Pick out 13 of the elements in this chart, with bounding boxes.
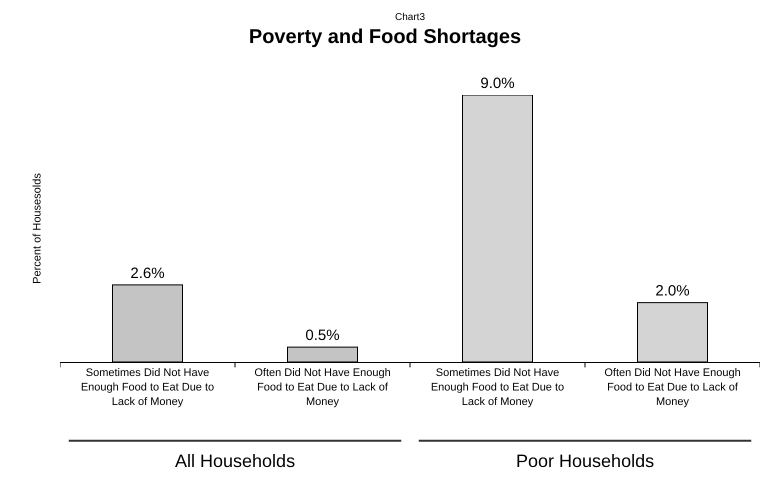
data-label: 2.6% xyxy=(130,264,165,282)
y-axis-title: Percent of Housesolds xyxy=(32,172,44,284)
chart-title: Poverty and Food Shortages xyxy=(248,26,522,48)
x-tick-label: Often Did Not Have Enough Food to Eat Due to Lack of Money xyxy=(254,367,391,408)
text: All Households xyxy=(175,451,296,471)
x-tick-label: Often Did Not Have Enough Food to Eat Due to Lack of Money xyxy=(604,367,741,408)
x-tick-label: Sometimes Did Not Have Enough Food to Eat Due to Lack of Money xyxy=(430,367,564,408)
data-label: 9.0% xyxy=(480,75,515,92)
data-label: 2.0% xyxy=(655,282,690,300)
caption: Chart3 xyxy=(395,12,426,23)
x-tick-label: Sometimes Did Not Have Enough Food to Eat Due to Lack of Money xyxy=(80,367,214,408)
text: Poor Households xyxy=(516,451,654,471)
data-label: 0.5% xyxy=(305,327,340,344)
